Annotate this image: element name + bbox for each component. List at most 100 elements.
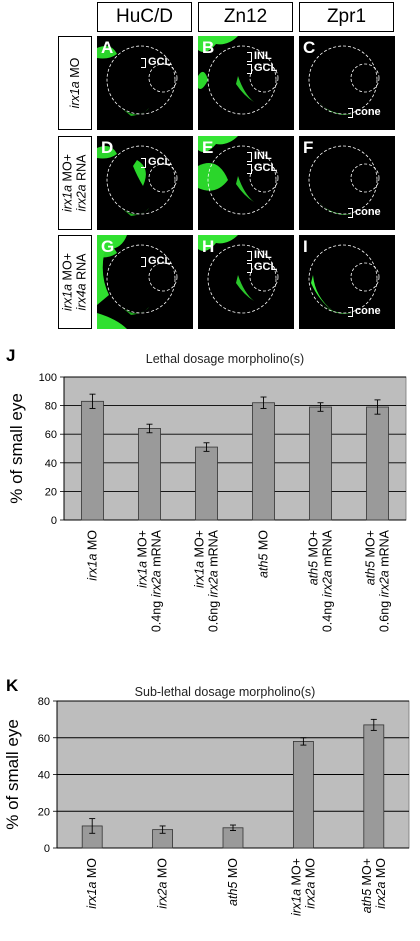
micrograph-panel-e: E INL GCL — [198, 136, 294, 230]
micrograph-panel-b: B INL GCL — [198, 36, 294, 130]
column-header-huc: HuC/D — [97, 2, 192, 32]
bar — [363, 724, 385, 849]
layer-label-gcl: GCL — [148, 156, 172, 168]
layer-bracket — [141, 158, 146, 168]
micrograph-image — [97, 45, 178, 116]
category-label: 0.6ng irx2a mRNA — [207, 529, 221, 632]
layer-bracket — [348, 208, 353, 218]
layer-label-cone: cone — [355, 106, 381, 118]
layer-label-inl: INL — [254, 50, 272, 62]
plot-area — [63, 376, 407, 521]
micrograph-image — [308, 244, 380, 314]
category-label: irx2a MO — [303, 858, 317, 909]
layer-bracket — [247, 64, 252, 74]
row-label-2: irx1a MO+ irx2a RNA — [58, 136, 92, 230]
y-tick-label: 80 — [45, 401, 57, 413]
y-tick-label: 40 — [45, 458, 57, 470]
category-label: ath5 MO+ — [360, 858, 374, 913]
micrograph-image — [97, 235, 178, 329]
panel-letter: F — [303, 138, 314, 157]
y-tick-label: 40 — [38, 770, 50, 782]
layer-label-gcl: GCL — [254, 62, 278, 74]
panel-letter: C — [303, 38, 316, 57]
category-label: irx1a MO+ — [136, 530, 150, 588]
bar — [309, 406, 332, 521]
y-tick-label: 20 — [45, 486, 57, 498]
bar — [292, 741, 314, 849]
chart-title-k: Sub-lethal dosage morpholino(s) — [134, 685, 316, 699]
category-label: 0.4ng irx2a mRNA — [321, 529, 335, 632]
layer-label-gcl: GCL — [148, 255, 172, 267]
layer-label-inl: INL — [254, 150, 272, 162]
layer-bracket — [247, 152, 252, 162]
bar — [252, 402, 275, 521]
layer-label-gcl: GCL — [148, 56, 172, 68]
panel-letter: D — [101, 138, 114, 157]
category-label: irx1a MO — [86, 530, 100, 581]
category-label: ath5 MO+ — [307, 530, 321, 585]
column-header-zn12: Zn12 — [198, 2, 293, 32]
panel-letter: I — [303, 237, 308, 256]
category-label: irx1a MO+ — [193, 530, 207, 588]
micrograph-panel-d: D GCL — [97, 136, 193, 230]
panel-letter: E — [202, 138, 214, 157]
layer-bracket — [141, 58, 146, 68]
panel-letter: A — [101, 38, 114, 57]
bar — [366, 406, 389, 521]
micrograph-image — [198, 136, 279, 215]
panel-letter: G — [101, 237, 115, 256]
layer-label-gcl: GCL — [254, 261, 278, 273]
category-label: 0.6ng irx2a mRNA — [378, 529, 392, 632]
bar — [138, 428, 161, 521]
micrograph-panel-h: H INL GCL — [198, 235, 294, 329]
y-axis-label: % of small eye — [7, 393, 26, 504]
y-tick-label: 80 — [38, 696, 50, 708]
layer-bracket — [348, 307, 353, 317]
category-label: 0.4ng irx2a mRNA — [150, 529, 164, 632]
panel-letter: H — [202, 237, 215, 256]
category-label: ath5 MO+ — [364, 530, 378, 585]
y-tick-label: 60 — [45, 429, 57, 441]
layer-label-inl: INL — [254, 249, 272, 261]
layer-label-cone: cone — [355, 206, 381, 218]
panel-label-j: J — [6, 346, 16, 365]
panel-label-k: K — [6, 676, 19, 695]
micrograph-image — [308, 145, 380, 215]
layer-label-cone: cone — [355, 305, 381, 317]
y-tick-label: 60 — [38, 733, 50, 745]
category-label: ath5 MO — [257, 530, 271, 578]
layer-bracket — [247, 251, 252, 261]
row-label-1: irx1a MO — [58, 36, 92, 130]
y-tick-label: 0 — [44, 843, 50, 855]
layer-bracket — [348, 108, 353, 118]
category-label: irx1a MO — [85, 858, 99, 909]
y-axis-label: % of small eye — [3, 719, 22, 830]
category-label: irx2a MO — [374, 858, 388, 909]
category-label: irx1a MO+ — [289, 858, 303, 916]
column-header-zpr1: Zpr1 — [299, 2, 394, 32]
micrograph-image — [308, 45, 380, 115]
layer-label-gcl: GCL — [254, 162, 278, 174]
micrograph-image — [198, 36, 279, 115]
layer-bracket — [247, 263, 252, 273]
bar — [81, 400, 104, 521]
y-tick-label: 0 — [51, 515, 57, 527]
panel-letter: B — [202, 38, 215, 57]
y-tick-label: 100 — [39, 372, 57, 384]
category-label: irx2a MO — [156, 858, 170, 909]
y-tick-label: 20 — [38, 806, 50, 818]
chart-title-j: Lethal dosage morpholino(s) — [145, 352, 305, 366]
row-label-3: irx1a MO+ irx4a RNA — [58, 235, 92, 329]
category-label: ath5 MO — [226, 858, 240, 906]
micrograph-image — [97, 145, 178, 216]
micrograph-panel-g: G GCL — [97, 235, 193, 329]
layer-bracket — [247, 164, 252, 174]
bar — [195, 446, 218, 521]
layer-bracket — [247, 52, 252, 62]
micrograph-panel-a: A GCL — [97, 36, 193, 130]
